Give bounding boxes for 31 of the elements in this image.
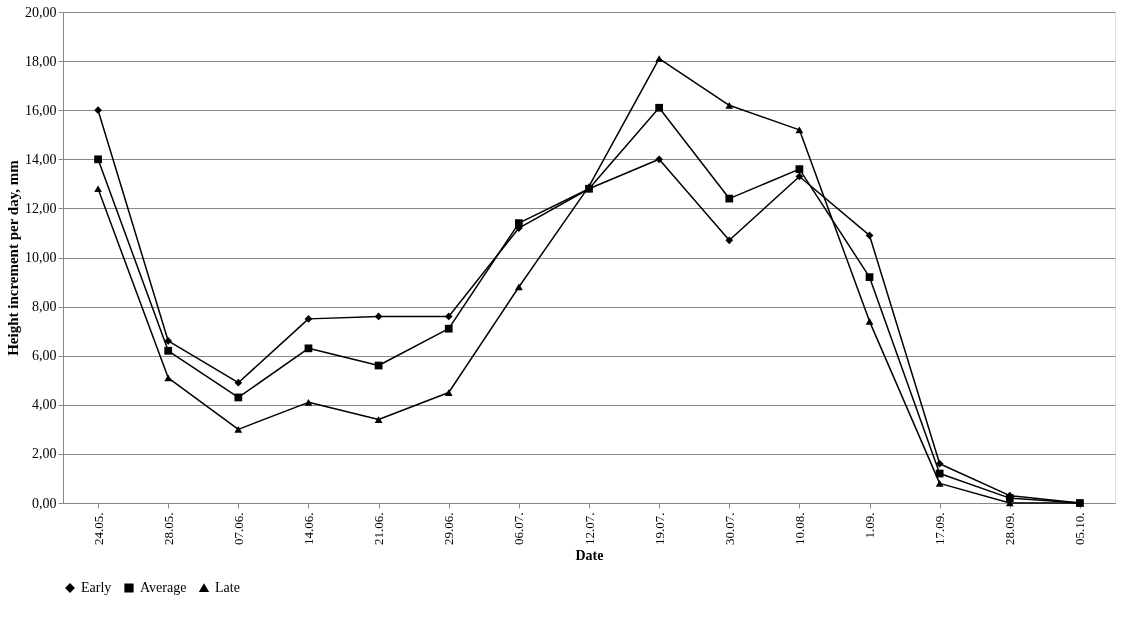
- y-tick-label: 16,00: [25, 102, 57, 118]
- x-tick-label: 07.06.: [230, 512, 246, 545]
- y-tick-label: 18,00: [25, 53, 57, 69]
- x-tick-label: 10.08.: [791, 512, 807, 545]
- x-tick-label: 14.06.: [300, 512, 316, 545]
- x-tick-label: 05.10.: [1072, 512, 1088, 545]
- x-axis-title: Date: [575, 548, 604, 563]
- x-tick-label: 1.09.: [862, 512, 878, 539]
- x-tick-label: 30.07.: [721, 512, 737, 545]
- y-tick-label: 8,00: [32, 299, 57, 315]
- y-tick-label: 4,00: [32, 397, 57, 413]
- x-tick-label: 21.06.: [371, 512, 387, 545]
- y-tick-label: 0,00: [32, 495, 57, 511]
- x-tick-label: 28.05.: [160, 512, 176, 545]
- legend-label: Late: [215, 580, 240, 595]
- x-tick-label: 24.05.: [90, 512, 106, 545]
- y-tick-label: 14,00: [25, 151, 57, 167]
- x-tick-label: 29.06.: [441, 512, 457, 545]
- y-tick-label: 10,00: [25, 250, 57, 265]
- y-tick-label: 6,00: [32, 348, 57, 364]
- legend-label: Average: [140, 580, 187, 595]
- legend-label: Early: [81, 580, 112, 595]
- y-tick-label: 20,00: [25, 4, 57, 20]
- x-tick-label: 17.09.: [932, 512, 948, 545]
- y-axis-title: Height increment per day, mm: [5, 159, 21, 356]
- x-tick-label: 12.07.: [581, 512, 597, 545]
- x-tick-label: 28.09.: [1002, 512, 1018, 545]
- y-tick-label: 12,00: [25, 200, 57, 216]
- y-tick-label: 2,00: [32, 446, 57, 462]
- x-tick-label: 06.07.: [511, 512, 527, 545]
- x-tick-label: 19.07.: [651, 512, 667, 545]
